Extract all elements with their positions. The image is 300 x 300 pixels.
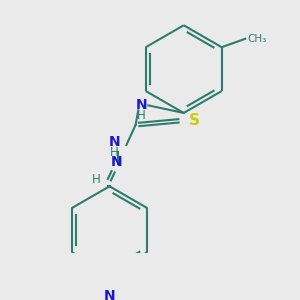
Text: N: N — [136, 98, 147, 112]
Text: N: N — [109, 135, 120, 148]
Text: H: H — [137, 109, 146, 122]
Text: N: N — [104, 289, 116, 300]
Text: H: H — [110, 146, 119, 159]
Text: N: N — [110, 155, 122, 169]
Text: CH₃: CH₃ — [247, 34, 266, 44]
Text: H: H — [92, 173, 100, 186]
Text: S: S — [189, 113, 200, 128]
